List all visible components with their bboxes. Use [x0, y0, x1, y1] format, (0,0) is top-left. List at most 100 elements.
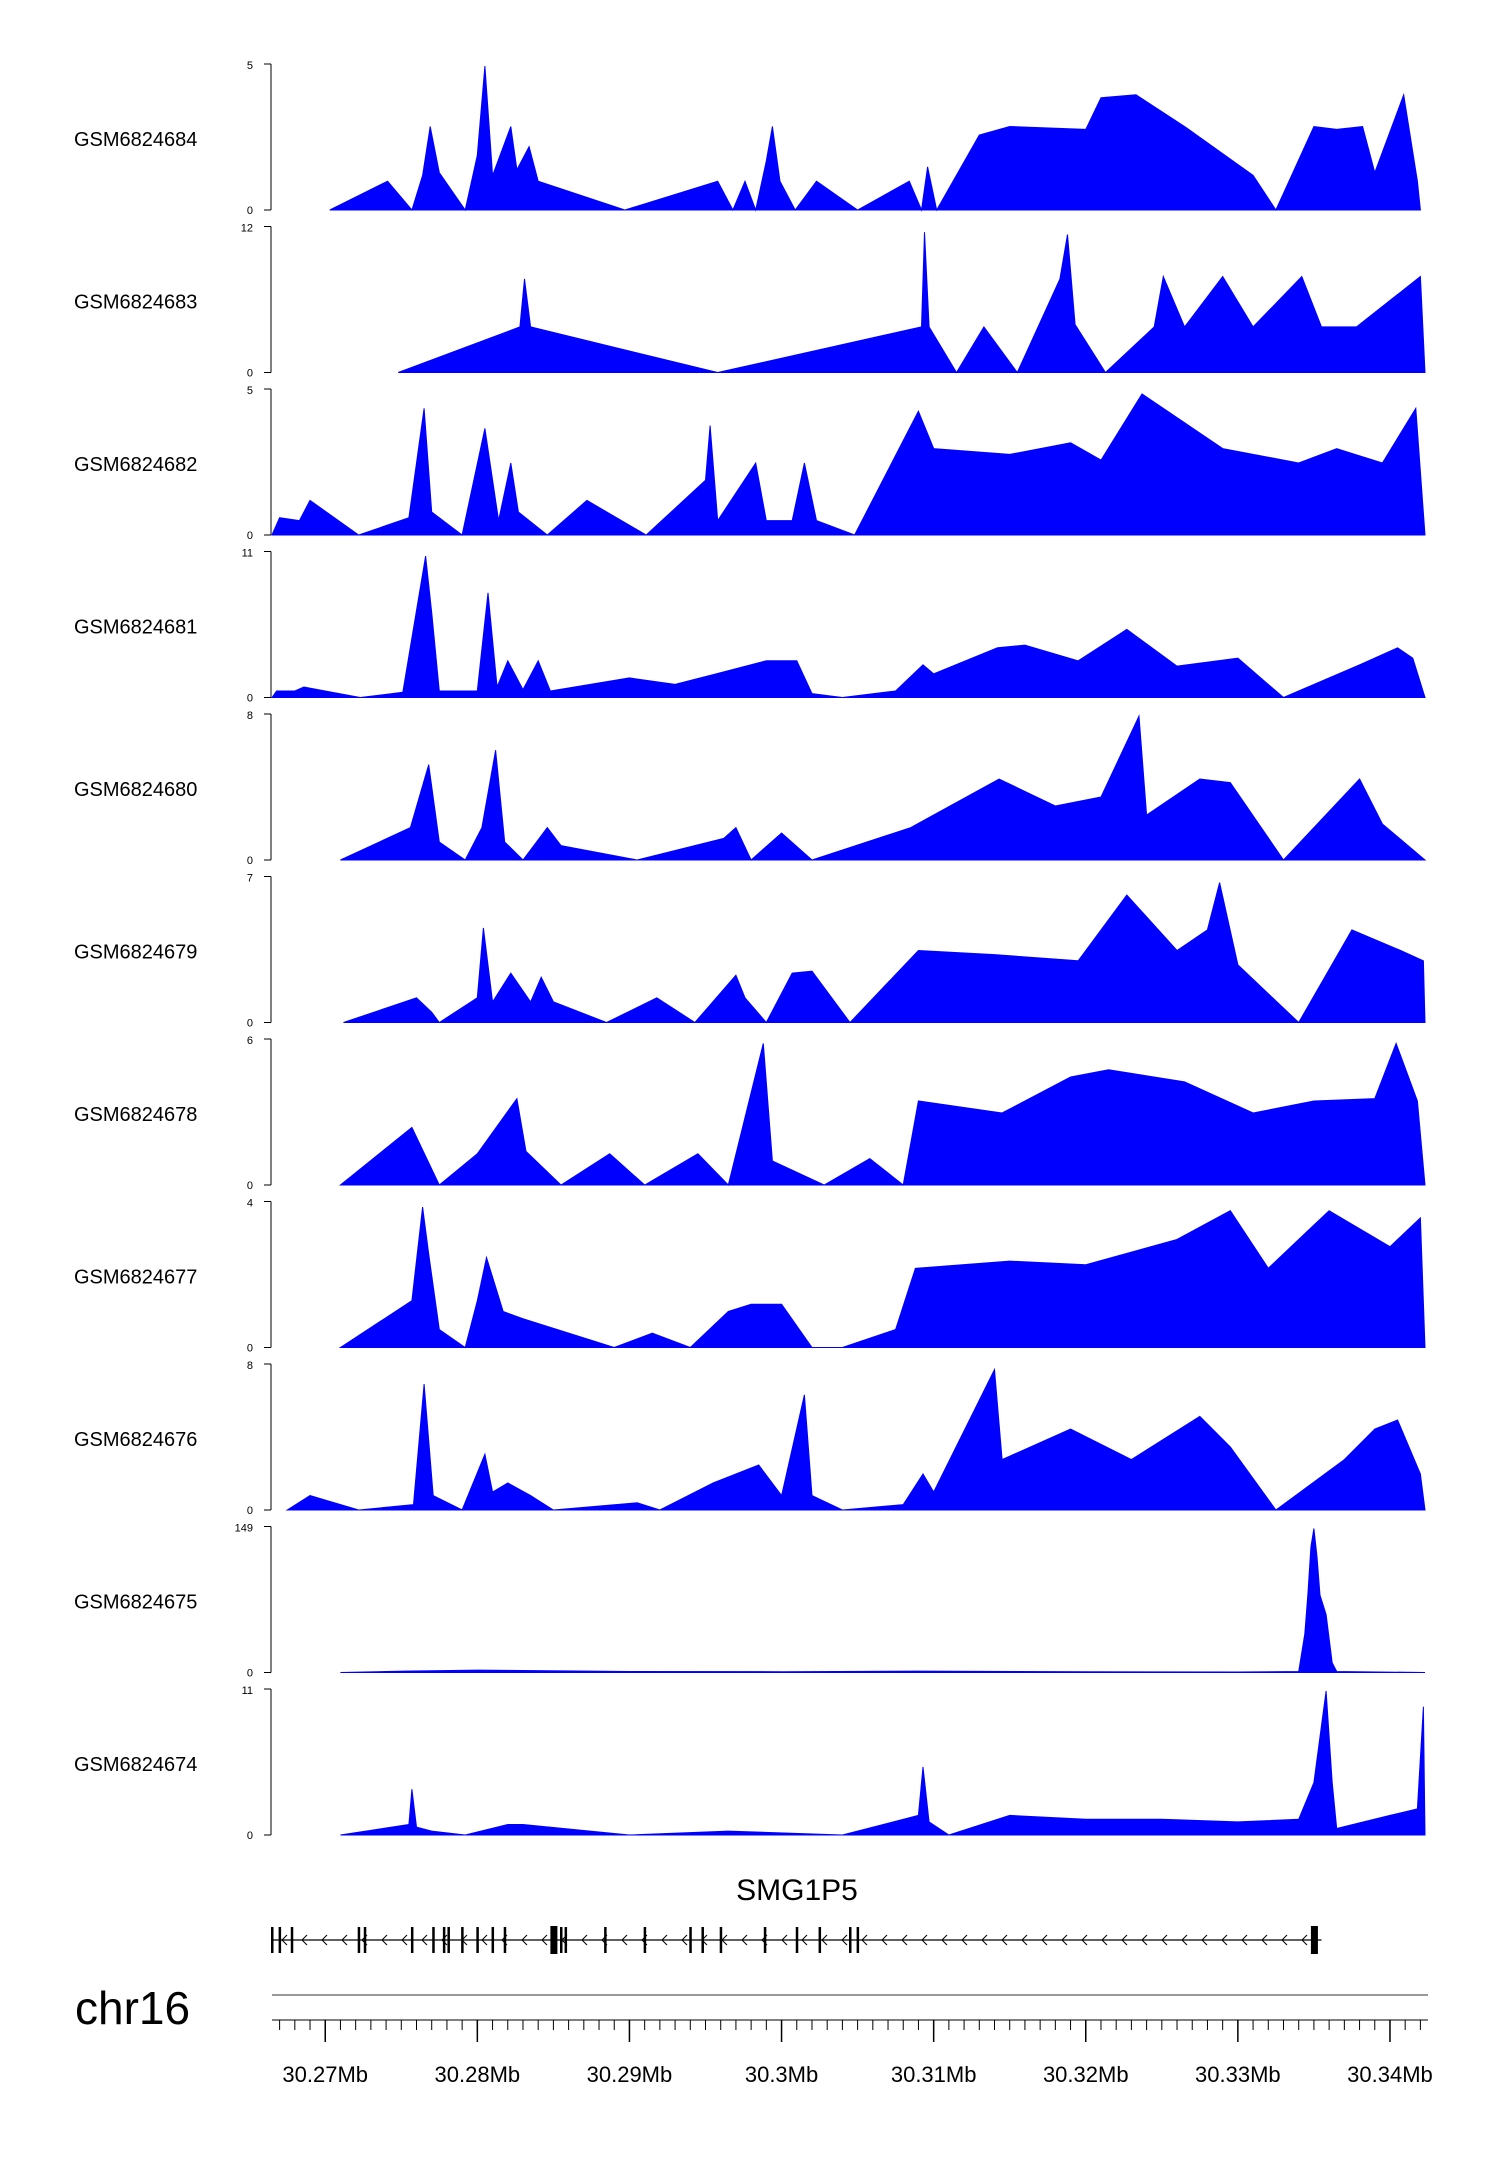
- strand-arrow: [1221, 1934, 1228, 1946]
- strand-arrow: [1081, 1934, 1088, 1946]
- track-GSM6824683: GSM6824683 12 0: [74, 223, 1426, 380]
- track-GSM6824684: GSM6824684 5 0: [74, 60, 1421, 217]
- y-tick-min-label: 0: [247, 1830, 253, 1842]
- exon: [278, 1927, 282, 1953]
- y-tick-max-label: 11: [242, 1685, 253, 1697]
- strand-arrow: [481, 1934, 488, 1946]
- coverage-area: [340, 1528, 1426, 1673]
- strand-arrow: [1061, 1934, 1068, 1946]
- y-tick-max-label: 6: [247, 1035, 253, 1047]
- y-tick-max-label: 8: [247, 1360, 253, 1372]
- y-tick-max-label: 5: [247, 60, 253, 72]
- y-tick-min-label: 0: [247, 1018, 253, 1030]
- y-tick-min-label: 0: [247, 1180, 253, 1192]
- y-tick-max-label: 8: [247, 710, 253, 722]
- track-GSM6824678: GSM6824678 6 0: [74, 1035, 1426, 1192]
- coverage-area: [285, 1367, 1426, 1511]
- coverage-area: [340, 1690, 1426, 1836]
- y-tick-max-label: 12: [241, 223, 253, 235]
- y-tick-max-label: 7: [247, 873, 253, 885]
- strand-arrow: [1301, 1934, 1308, 1946]
- coverage-area: [343, 882, 1426, 1024]
- strand-arrow: [1041, 1934, 1048, 1946]
- chromosome-axis: chr16 30.27Mb 30.28Mb 30.29Mb 30.3Mb 30.31Mb…: [75, 1982, 1433, 2087]
- gene-track: SMG1P5: [271, 1874, 1322, 1954]
- strand-arrow: [621, 1934, 628, 1946]
- coverage-area: [338, 1207, 1426, 1349]
- exon: [719, 1927, 723, 1953]
- exon: [476, 1927, 479, 1953]
- track-GSM6824676: GSM6824676 8 0: [74, 1360, 1426, 1517]
- y-tick-min-label: 0: [247, 368, 253, 380]
- strand-arrow: [921, 1934, 928, 1946]
- exon: [763, 1927, 767, 1953]
- y-tick-min-label: 0: [247, 1668, 253, 1680]
- exon: [604, 1927, 607, 1953]
- exon: [363, 1927, 367, 1953]
- exon: [849, 1927, 852, 1953]
- y-tick-min-label: 0: [247, 855, 253, 867]
- track-GSM6824677: GSM6824677 4 0: [74, 1198, 1426, 1355]
- strand-arrow: [681, 1934, 688, 1946]
- x-tick-label: 30.33Mb: [1195, 2062, 1281, 2087]
- exon: [795, 1927, 799, 1953]
- strand-arrow: [1261, 1934, 1268, 1946]
- track-GSM6824679: GSM6824679 7 0: [74, 873, 1426, 1030]
- gene-name-label: SMG1P5: [736, 1874, 858, 1907]
- x-tick-label: 30.28Mb: [435, 2062, 521, 2087]
- strand-arrow: [1001, 1934, 1008, 1946]
- strand-arrow: [321, 1934, 328, 1946]
- exon: [290, 1927, 294, 1953]
- x-tick-label: 30.3Mb: [745, 2062, 818, 2087]
- strand-arrow: [961, 1934, 968, 1946]
- exon: [689, 1927, 692, 1953]
- exon: [701, 1927, 704, 1953]
- coverage-area: [398, 232, 1426, 374]
- x-tick-label: 30.31Mb: [891, 2062, 977, 2087]
- strand-arrow: [861, 1934, 868, 1946]
- strand-arrow: [1141, 1934, 1148, 1946]
- strand-arrow: [421, 1934, 428, 1946]
- y-tick-max-label: 11: [242, 548, 253, 560]
- chromosome-label: chr16: [75, 1982, 190, 2034]
- strand-arrow: [541, 1934, 548, 1946]
- strand-arrow: [901, 1934, 908, 1946]
- axis-ticks: 30.27Mb 30.28Mb 30.29Mb 30.3Mb 30.31Mb 30.32M…: [272, 2019, 1433, 2087]
- strand-arrow: [1161, 1934, 1168, 1946]
- exon: [461, 1927, 464, 1953]
- track-GSM6824681: GSM6824681 11 0: [74, 548, 1426, 705]
- strand-arrow: [1021, 1934, 1028, 1946]
- y-tick-max-label: 4: [247, 1198, 253, 1210]
- track-label: GSM6824683: [74, 292, 197, 314]
- exon: [442, 1927, 446, 1953]
- track-GSM6824675: GSM6824675 149 0: [74, 1523, 1426, 1680]
- track-label: GSM6824678: [74, 1104, 197, 1126]
- strand-arrow: [981, 1934, 988, 1946]
- track-GSM6824680: GSM6824680 8 0: [74, 710, 1427, 867]
- strand-arrow: [341, 1934, 348, 1946]
- strand-arrow: [381, 1934, 388, 1946]
- x-tick-label: 30.29Mb: [587, 2062, 673, 2087]
- track-label: GSM6824675: [74, 1592, 197, 1614]
- x-tick-label: 30.32Mb: [1043, 2062, 1129, 2087]
- exon: [503, 1927, 507, 1953]
- strand-arrow: [941, 1934, 948, 1946]
- coverage-area: [271, 556, 1426, 699]
- strand-arrow: [521, 1934, 528, 1946]
- exon: [856, 1927, 860, 1953]
- y-tick-min-label: 0: [247, 205, 253, 217]
- exon: [564, 1927, 568, 1953]
- strand-arrow: [1181, 1934, 1188, 1946]
- strand-arrow: [1241, 1934, 1248, 1946]
- coverage-area: [340, 714, 1427, 861]
- strand-arrow: [281, 1934, 288, 1946]
- exon: [560, 1927, 563, 1953]
- strand-arrow: [401, 1934, 408, 1946]
- exon-large: [1310, 1926, 1318, 1954]
- y-tick-max-label: 5: [247, 385, 253, 397]
- track-label: GSM6824674: [74, 1754, 197, 1776]
- track-GSM6824682: GSM6824682 5 0: [74, 385, 1426, 542]
- signal-tracks: GSM682468450GSM6824683120GSM682468250GSM…: [74, 60, 1427, 1842]
- strand-arrow: [1101, 1934, 1108, 1946]
- y-tick-min-label: 0: [247, 1343, 253, 1355]
